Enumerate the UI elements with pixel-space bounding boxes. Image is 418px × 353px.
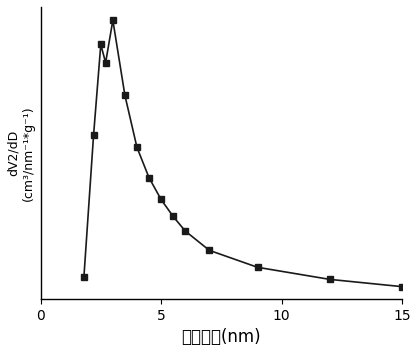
Y-axis label: dV2/dD
(cm³/nm⁻¹*g⁻¹): dV2/dD (cm³/nm⁻¹*g⁻¹): [7, 105, 35, 201]
X-axis label: 孔径分布(nm): 孔径分布(nm): [181, 328, 261, 346]
